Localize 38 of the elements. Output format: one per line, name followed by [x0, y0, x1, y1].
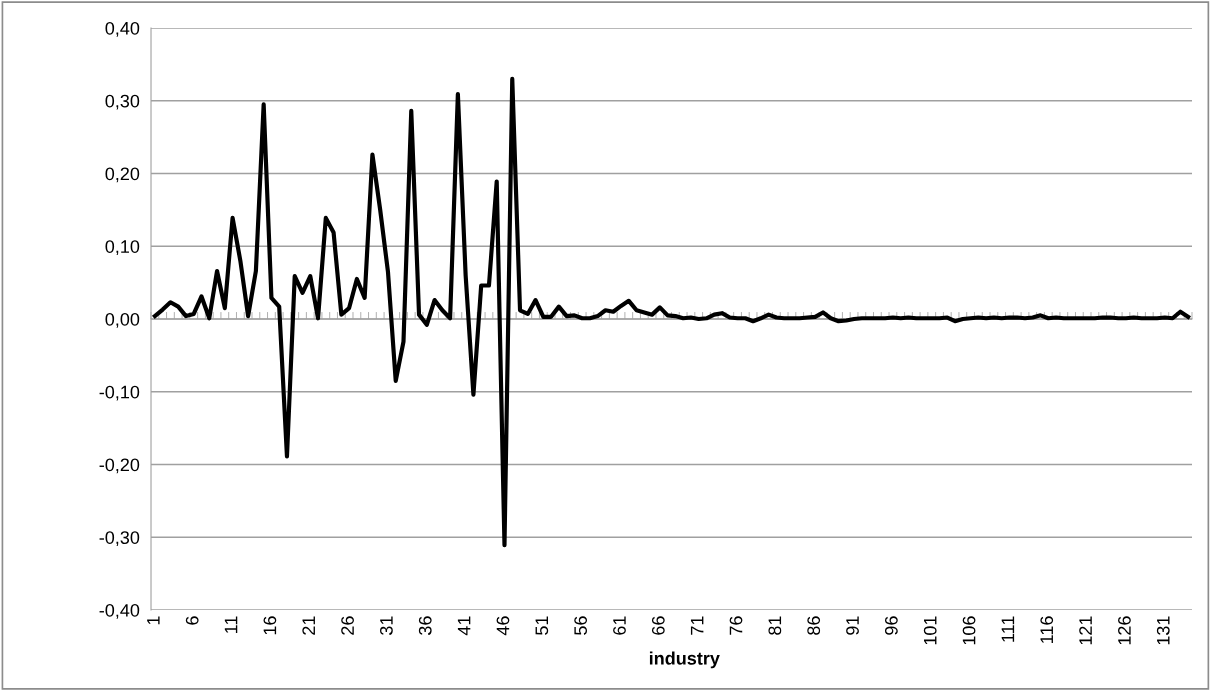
x-tick-label: 106	[962, 616, 976, 645]
x-tick-label: 21	[302, 616, 315, 635]
y-tick-label: -0,10	[99, 385, 140, 401]
x-tick-label: 6	[185, 616, 199, 625]
x-tick-label: 61	[613, 616, 626, 635]
x-tick-label: 121	[1079, 616, 1092, 645]
y-tick-label: -0,30	[99, 531, 140, 547]
x-tick-label: 1	[147, 616, 160, 625]
x-tick-label: 126	[1118, 616, 1131, 645]
y-tick-label: 0,20	[105, 167, 140, 183]
y-tick-label: 0,10	[105, 240, 140, 256]
x-tick-label: 101	[923, 616, 937, 645]
line-series	[152, 76, 1191, 548]
x-tick-label: 81	[768, 616, 782, 635]
x-tick-label: 111	[1001, 616, 1015, 642]
y-tick-label: 0,00	[105, 312, 140, 328]
x-tick-label: 131	[1156, 616, 1170, 645]
x-tick-label: 36	[418, 616, 432, 635]
x-tick-label: 71	[690, 616, 704, 635]
x-tick-label: 16	[263, 616, 277, 635]
x-tick-label: 11	[224, 616, 238, 633]
x-tick-label: 96	[884, 616, 898, 635]
x-tick-label: 76	[729, 616, 743, 635]
x-tick-label: 26	[341, 616, 354, 635]
y-tick-label: -0,40	[99, 603, 140, 619]
y-tick-label: 0,30	[105, 94, 140, 110]
y-tick-label: -0,20	[99, 458, 140, 474]
y-tick-label: 0,40	[105, 21, 140, 37]
x-tick-label: 41	[457, 616, 471, 636]
x-tick-label: 91	[846, 616, 859, 635]
x-tick-label: 66	[651, 616, 665, 635]
x-tick-label: 46	[496, 616, 510, 636]
x-tick-label: 31	[380, 616, 393, 635]
x-tick-label: 51	[535, 616, 549, 635]
x-tick-label: 86	[807, 616, 821, 635]
x-tick-label: 56	[574, 616, 588, 635]
x-axis-title: industry	[649, 651, 720, 669]
x-tick-label: 116	[1040, 616, 1054, 643]
